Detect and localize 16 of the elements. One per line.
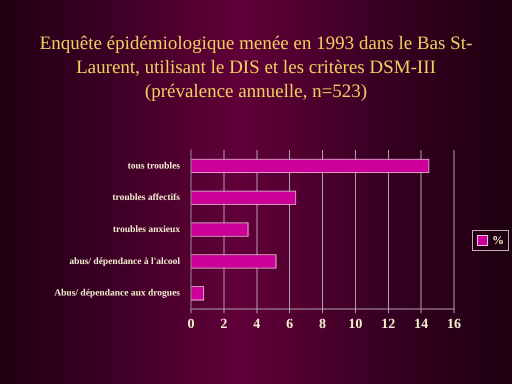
x-tick-label: 14 — [414, 317, 428, 332]
text: % — [492, 233, 504, 248]
x-tick-label: 4 — [253, 317, 260, 332]
y-tick-label: Abus/ dépendance aux drogues — [54, 288, 180, 299]
x-tick-label: 2 — [220, 317, 228, 332]
x-tick-label: 16 — [447, 317, 461, 332]
y-tick-label: troubles affectifs — [112, 193, 180, 204]
y-tick-label: abus/ dépendance à l'alcool — [69, 256, 180, 267]
x-tick-label: 0 — [188, 317, 194, 332]
y-tick-label: troubles anxieux — [112, 225, 180, 236]
x-tick-label: 6 — [286, 317, 294, 332]
chart-title: Enquête épidémiologique menée en 1993 dans le Bas St-Laurent, utilisant le DIS et les critères DSM-III (prévalence annuelle, n=523) — [38, 32, 474, 104]
x-tick-label: 10 — [348, 317, 362, 332]
x-tick-label: 12 — [381, 317, 396, 332]
y-tick-label: tous troubles — [128, 161, 180, 172]
x-tick-label: 8 — [319, 317, 326, 332]
